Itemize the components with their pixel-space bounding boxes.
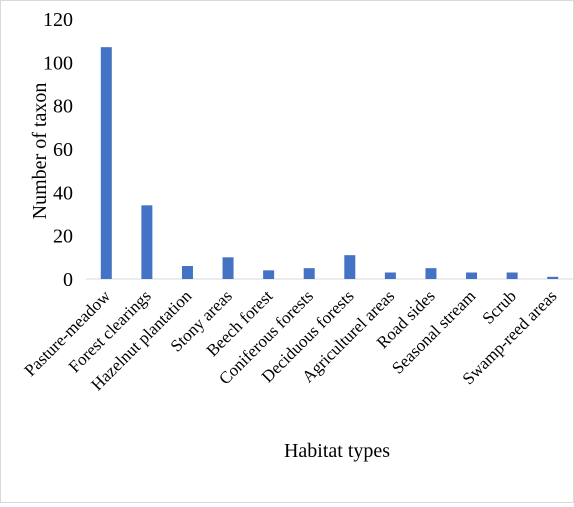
- bar: [100, 47, 112, 279]
- bar: [141, 205, 153, 279]
- bars-group: [100, 47, 559, 279]
- y-tick-label: 40: [53, 182, 73, 204]
- x-axis-label: Habitat types: [284, 440, 390, 462]
- bar: [384, 272, 396, 279]
- bar: [425, 268, 437, 279]
- bar: [547, 276, 559, 279]
- y-axis-ticks: 0 20 40 60 80 100 120: [43, 9, 73, 291]
- y-tick-label: 100: [43, 52, 73, 74]
- y-tick-label: 20: [53, 226, 73, 248]
- bar: [181, 266, 193, 279]
- bar: [344, 255, 356, 279]
- bar: [466, 272, 478, 279]
- y-tick-label: 120: [43, 9, 73, 31]
- y-tick-label: 80: [53, 96, 73, 118]
- bar: [222, 257, 234, 279]
- bar: [263, 270, 275, 279]
- y-axis-label: Number of taxon: [29, 83, 51, 220]
- bar: [506, 272, 518, 279]
- bar: [303, 268, 315, 279]
- y-tick-label: 60: [53, 139, 73, 161]
- y-tick-label: 0: [63, 269, 73, 291]
